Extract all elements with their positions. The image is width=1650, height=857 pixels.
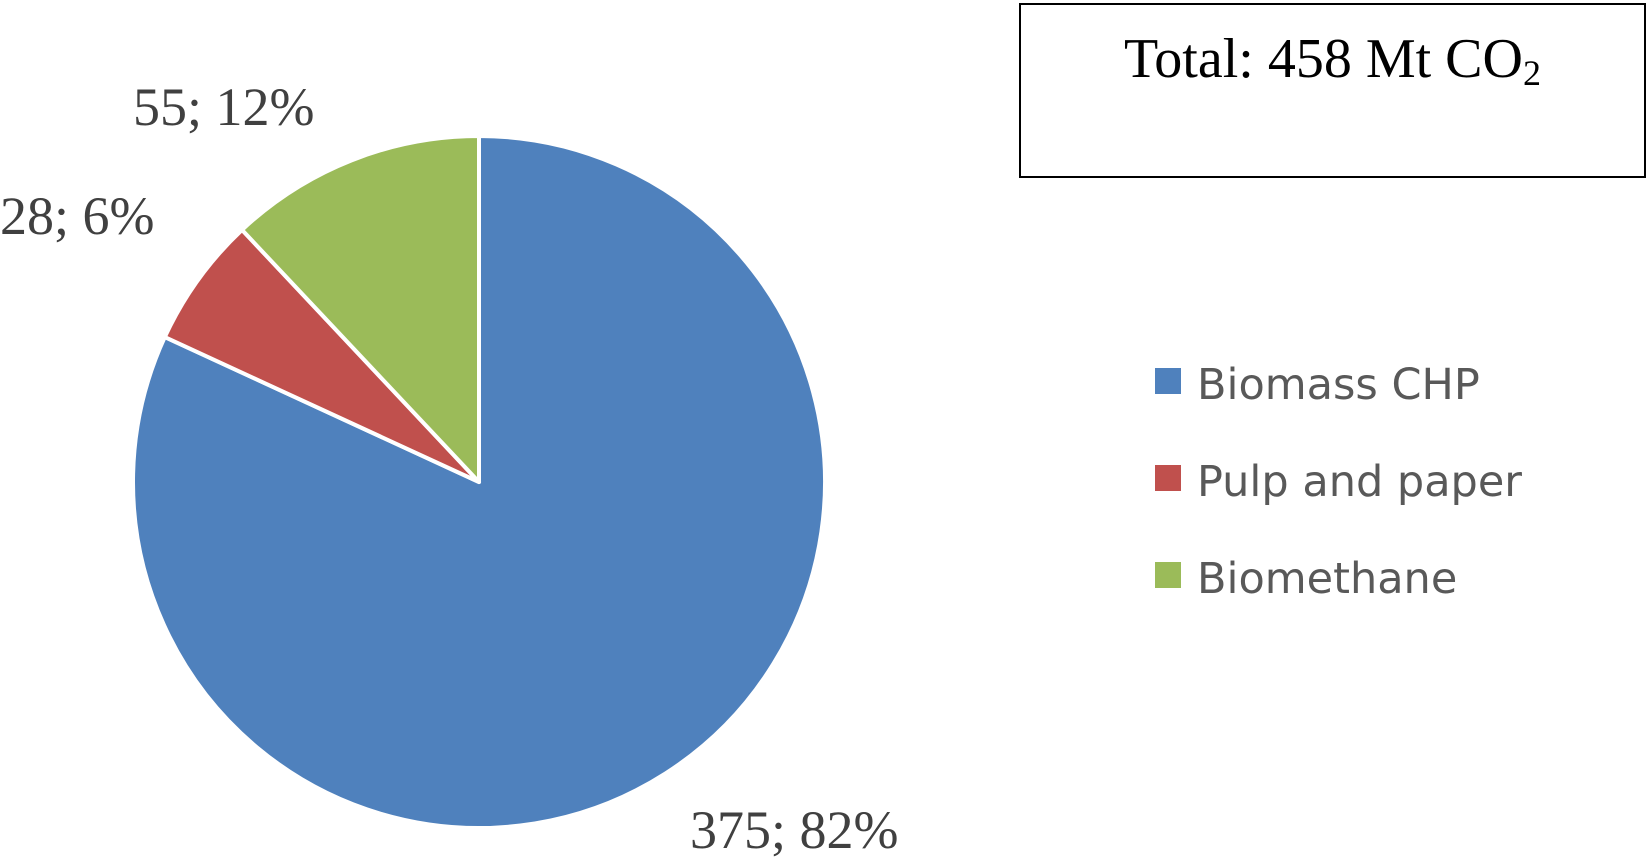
co2-subscript: 2: [1522, 53, 1541, 93]
total-annotation-text: Total: 458 Mt CO: [1124, 28, 1523, 90]
legend-swatch-biomethane: [1155, 562, 1181, 588]
data-label-biomass-chp: 375; 82%: [690, 800, 899, 857]
total-annotation: Total: 458 Mt CO2: [1021, 27, 1644, 91]
total-annotation-box: Total: 458 Mt CO2: [1019, 3, 1646, 178]
data-label-pulp-and-paper: 28; 6%: [0, 186, 155, 246]
legend-label-pulp-and-paper: Pulp and paper: [1197, 457, 1522, 507]
legend-swatch-pulp-and-paper: [1155, 465, 1181, 491]
pie-slices: [131, 134, 827, 830]
legend-label-biomethane: Biomethane: [1197, 554, 1457, 604]
pie-slice-pulp-and-paper: [162, 227, 481, 484]
legend-label-biomass-chp: Biomass CHP: [1197, 360, 1480, 410]
pie-slice-biomethane: [240, 134, 481, 484]
data-label-biomethane: 55; 12%: [133, 77, 315, 137]
legend: Biomass CHP Pulp and paper Biomethane: [1155, 360, 1522, 604]
legend-swatch-biomass-chp: [1155, 368, 1181, 394]
